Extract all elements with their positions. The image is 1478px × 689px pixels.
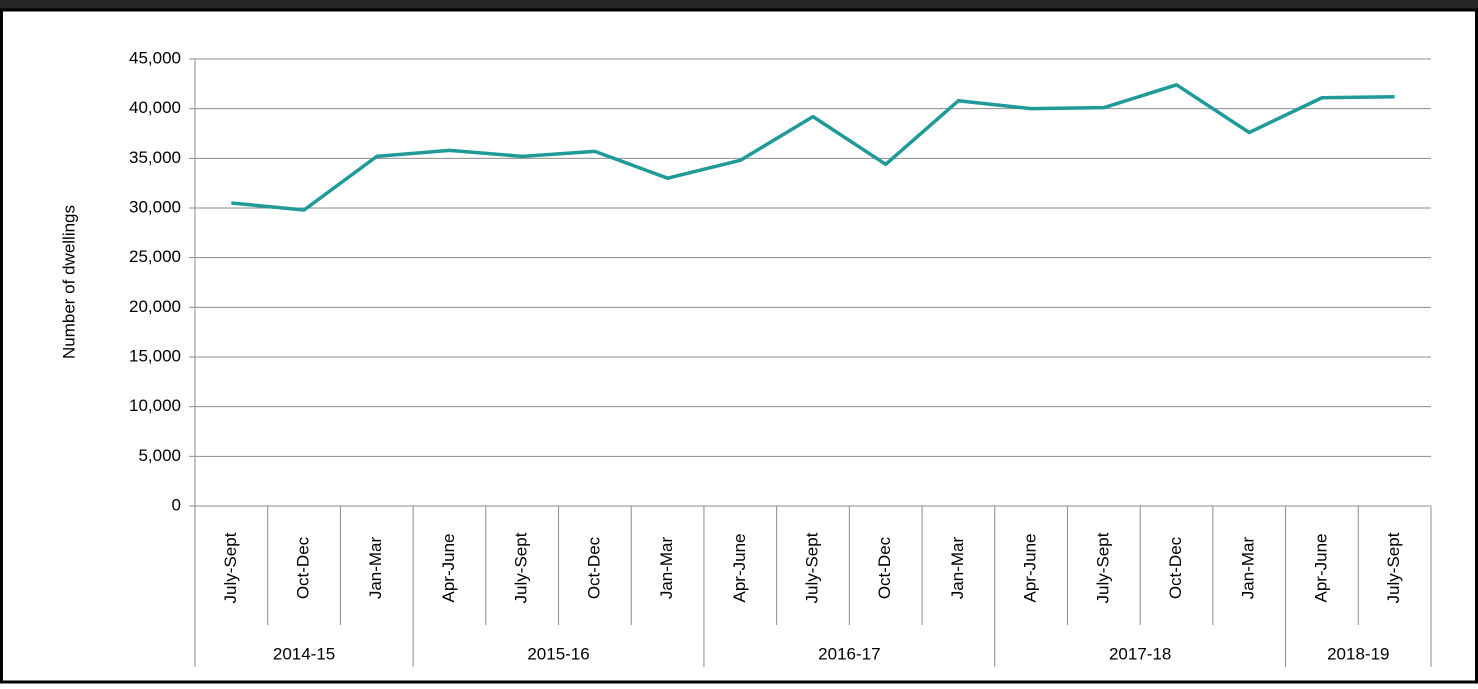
group-label: 2015-16 xyxy=(527,644,589,663)
x-tick-label: Jan-Mar xyxy=(948,536,967,599)
y-tick-label: 15,000 xyxy=(129,346,181,365)
x-tick-label: Jan-Mar xyxy=(1239,536,1258,599)
y-tick-label: 35,000 xyxy=(129,148,181,167)
x-tick-label: Apr-June xyxy=(1021,534,1040,603)
y-tick-label: 40,000 xyxy=(129,98,181,117)
x-tick-label: July-Sept xyxy=(512,532,531,603)
x-tick-label: Oct-Dec xyxy=(875,536,894,599)
group-label: 2016-17 xyxy=(818,644,880,663)
x-tick-label: Oct-Dec xyxy=(1166,536,1185,599)
data-line xyxy=(231,83,1395,212)
x-tick-label: Apr-June xyxy=(439,534,458,603)
x-tick-label: July-Sept xyxy=(221,532,240,603)
y-tick-label: 25,000 xyxy=(129,247,181,266)
y-tick-label: 30,000 xyxy=(129,197,181,216)
group-label: 2017-18 xyxy=(1109,644,1171,663)
frame xyxy=(0,8,1478,684)
y-tick-label: 45,000 xyxy=(129,48,181,67)
x-tick-label: Oct-Dec xyxy=(584,536,603,599)
header-bar xyxy=(0,0,1478,10)
group-label: 2018-19 xyxy=(1327,644,1389,663)
y-axis-title: Number of dwellings xyxy=(59,205,78,359)
x-tick-label: July-Sept xyxy=(1384,532,1403,603)
y-tick-label: 0 xyxy=(172,495,181,514)
group-label: 2014-15 xyxy=(273,644,335,663)
x-tick-label: Apr-June xyxy=(730,534,749,603)
x-tick-label: Jan-Mar xyxy=(366,536,385,599)
y-tick-label: 20,000 xyxy=(129,297,181,316)
y-tick-label: 10,000 xyxy=(129,396,181,415)
x-tick-label: July-Sept xyxy=(802,532,821,603)
x-tick-label: Apr-June xyxy=(1311,534,1330,603)
y-tick-label: 5,000 xyxy=(138,446,181,465)
x-tick-label: Jan-Mar xyxy=(657,536,676,599)
x-tick-label: Oct-Dec xyxy=(294,536,313,599)
x-tick-label: July-Sept xyxy=(1093,532,1112,603)
